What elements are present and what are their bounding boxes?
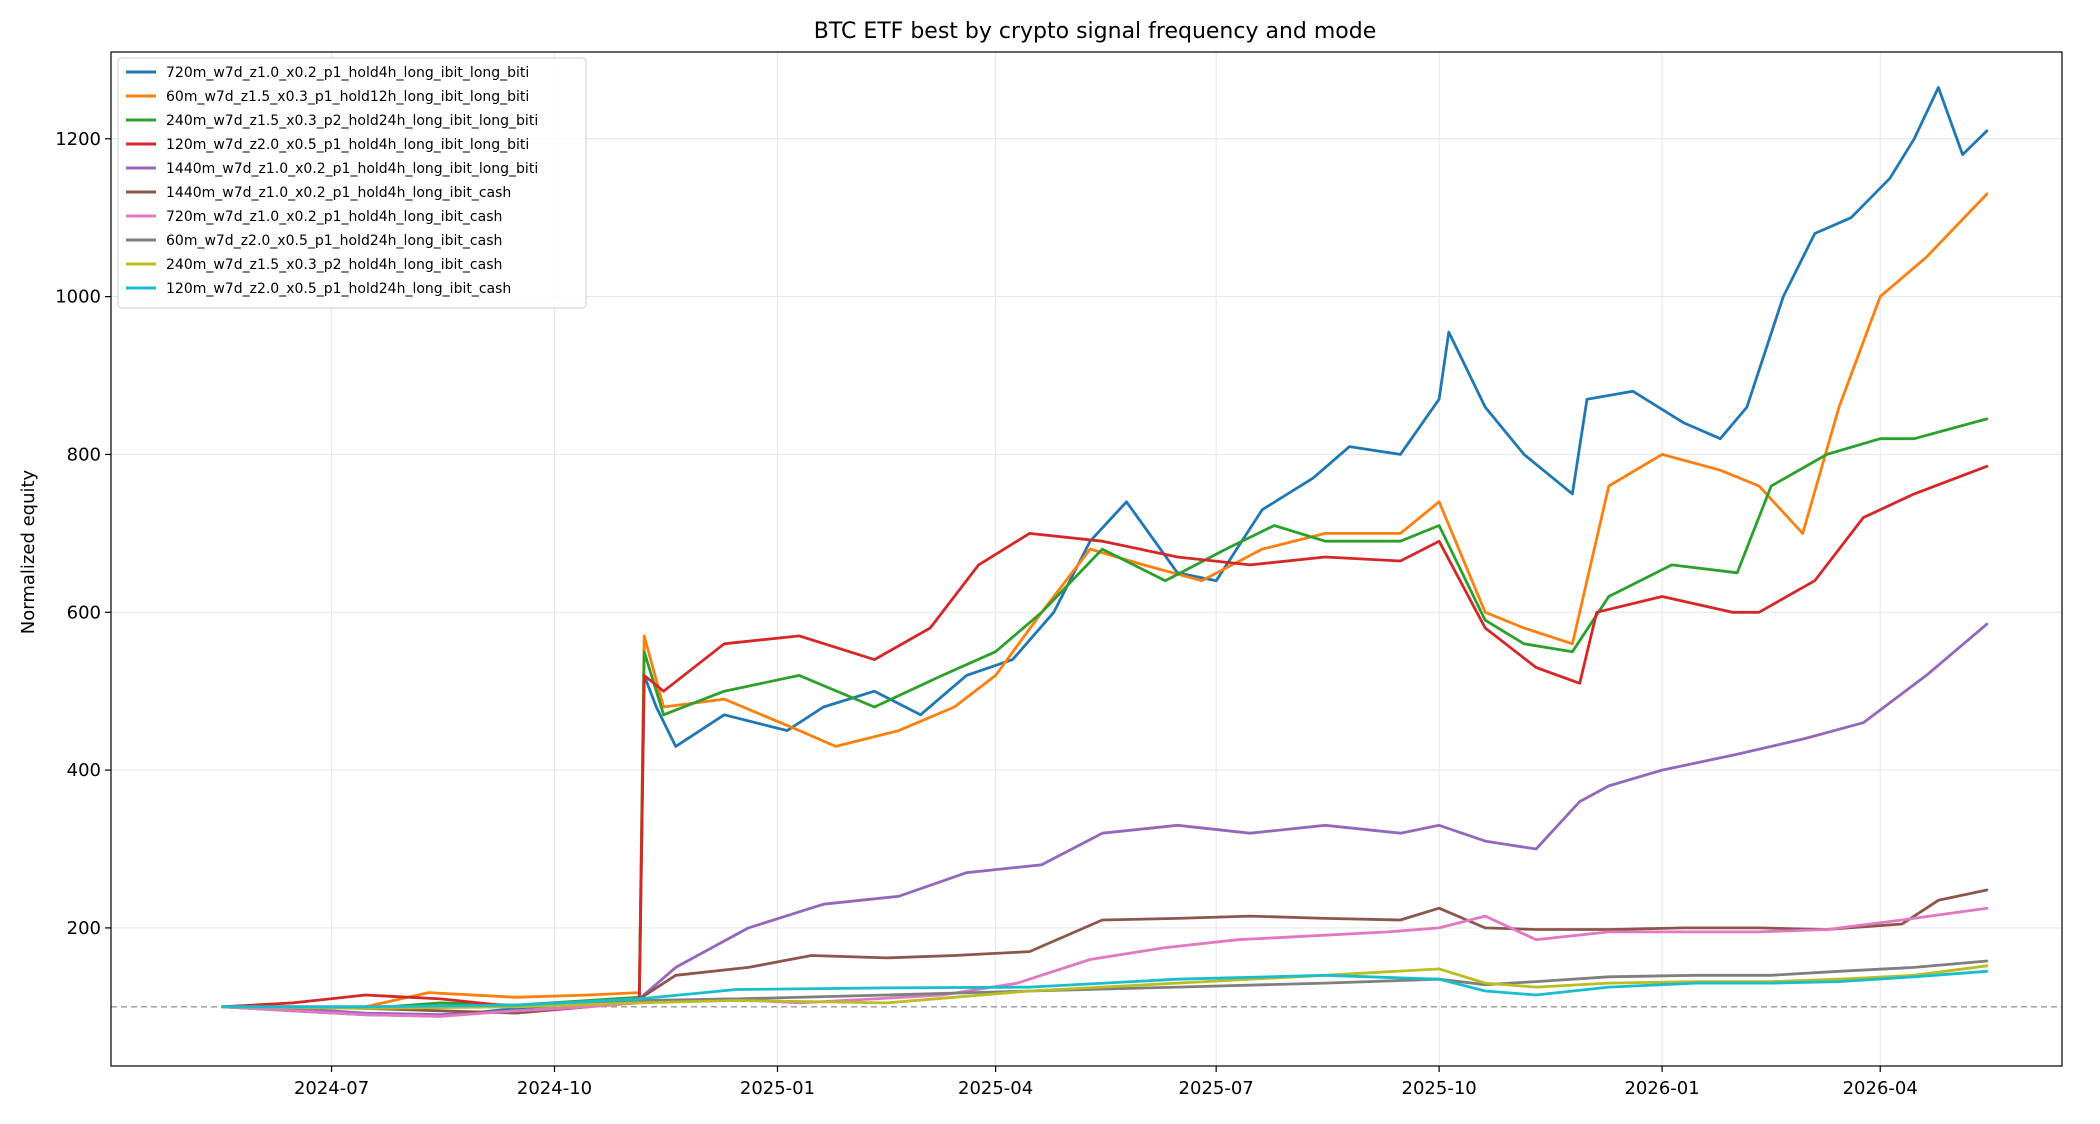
x-tick-label: 2025-07	[1179, 1078, 1254, 1099]
y-tick-label: 800	[67, 444, 101, 465]
y-tick-label: 600	[67, 602, 101, 623]
legend: 720m_w7d_z1.0_x0.2_p1_hold4h_long_ibit_l…	[117, 57, 587, 309]
x-tick-label: 2024-10	[517, 1078, 592, 1099]
legend-label: 720m_w7d_z1.0_x0.2_p1_hold4h_long_ibit_c…	[166, 209, 502, 225]
series-line	[221, 86, 1989, 1018]
legend-label: 720m_w7d_z1.0_x0.2_p1_hold4h_long_ibit_l…	[166, 65, 529, 81]
series-line	[221, 906, 1989, 1018]
x-tick-label: 2025-01	[740, 1078, 815, 1099]
series-line	[221, 969, 1989, 1009]
legend-label: 1440m_w7d_z1.0_x0.2_p1_hold4h_long_ibit_…	[166, 185, 511, 201]
chart-title: BTC ETF best by crypto signal frequency …	[814, 19, 1377, 44]
legend-label: 1440m_w7d_z1.0_x0.2_p1_hold4h_long_ibit_…	[166, 161, 538, 177]
series-lines	[221, 86, 1989, 1018]
legend-label: 240m_w7d_z1.5_x0.3_p2_hold4h_long_ibit_c…	[166, 257, 502, 273]
y-tick-label: 200	[67, 918, 101, 939]
x-tick-label: 2025-10	[1402, 1078, 1477, 1099]
x-tick-label: 2026-01	[1624, 1078, 1699, 1099]
legend-box	[117, 57, 587, 309]
legend-label: 60m_w7d_z2.0_x0.5_p1_hold24h_long_ibit_c…	[166, 233, 502, 249]
x-tick-label: 2025-04	[958, 1078, 1033, 1099]
plot-frame	[110, 51, 2063, 1067]
y-tick-label: 1200	[55, 129, 101, 150]
axes: 2024-07 2024-10 2025-01 2025-04 2025-07 2025-…	[55, 51, 2063, 1099]
series-line	[221, 192, 1989, 1009]
y-tick-label: 400	[67, 760, 101, 781]
legend-label: 60m_w7d_z1.5_x0.3_p1_hold12h_long_ibit_l…	[166, 89, 529, 105]
y-axis-label: Normalized equity	[18, 469, 39, 634]
y-tick-label: 1000	[55, 287, 101, 308]
series-line	[221, 964, 1989, 1010]
x-tick-label: 2026-04	[1843, 1078, 1918, 1099]
x-tick-label: 2024-07	[294, 1078, 369, 1099]
legend-label: 120m_w7d_z2.0_x0.5_p1_hold4h_long_ibit_l…	[166, 137, 529, 153]
legend-label: 240m_w7d_z1.5_x0.3_p2_hold24h_long_ibit_…	[166, 113, 538, 129]
legend-label: 120m_w7d_z2.0_x0.5_p1_hold24h_long_ibit_…	[166, 281, 511, 297]
